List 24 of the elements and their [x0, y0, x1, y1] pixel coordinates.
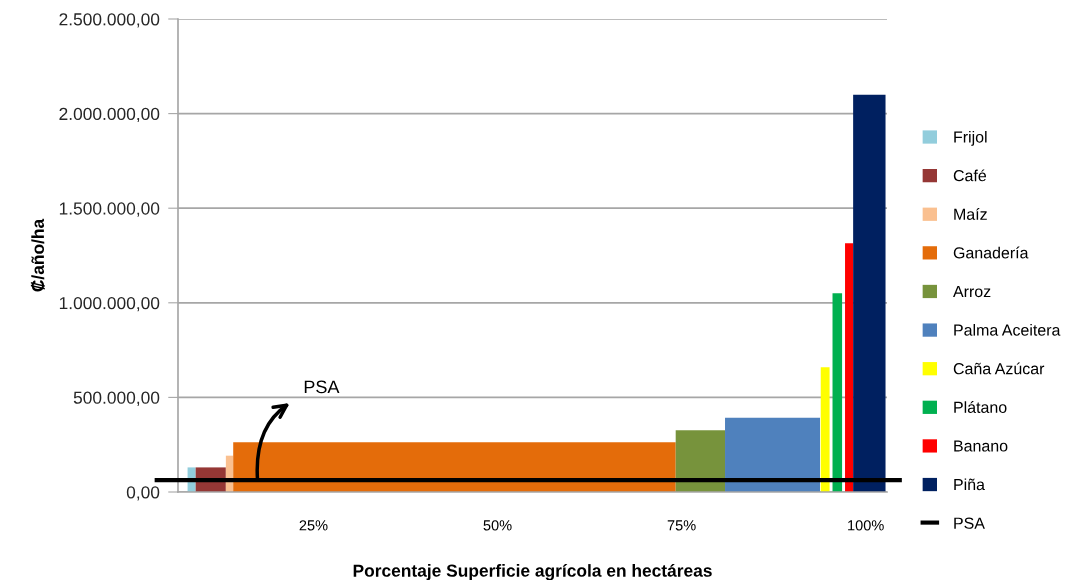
x-tick-label: 75%: [667, 520, 696, 531]
legend-label: Maíz: [954, 207, 987, 220]
y-tick-label: 1.000.000,00: [59, 296, 160, 312]
y-axis-title: ₡/año/ha: [30, 218, 45, 292]
legend-label: Frijol: [954, 130, 987, 146]
legend-label: Banano: [954, 440, 1008, 452]
y-tick-label: 2.000.000,00: [59, 107, 160, 123]
legend-label: Arroz: [953, 285, 991, 298]
legend-label: Café: [953, 169, 987, 182]
y-tick-label: 0,00: [126, 486, 160, 501]
x-axis-title: Porcentaje Superficie agrícola en hectáreas: [353, 563, 712, 580]
x-tick-label: 25%: [299, 520, 328, 531]
legend-label: Piña: [954, 478, 985, 491]
legend-label: Plátano: [954, 401, 1007, 413]
x-tick-label: 100%: [848, 520, 884, 531]
annotation: PSA: [304, 380, 340, 394]
y-tick-label: 500.000,00: [73, 391, 160, 406]
legend-label: Caña Azúcar: [953, 362, 1045, 375]
y-tick-label: 2.500.000,00: [59, 13, 160, 28]
y-tick-label: 1.500.000,00: [59, 202, 160, 217]
x-tick-label: 50%: [483, 520, 512, 531]
legend-label: PSA: [954, 517, 985, 529]
legend-label: Ganadería: [953, 246, 1029, 259]
legend-label: Palma Aceitera: [954, 324, 1061, 336]
